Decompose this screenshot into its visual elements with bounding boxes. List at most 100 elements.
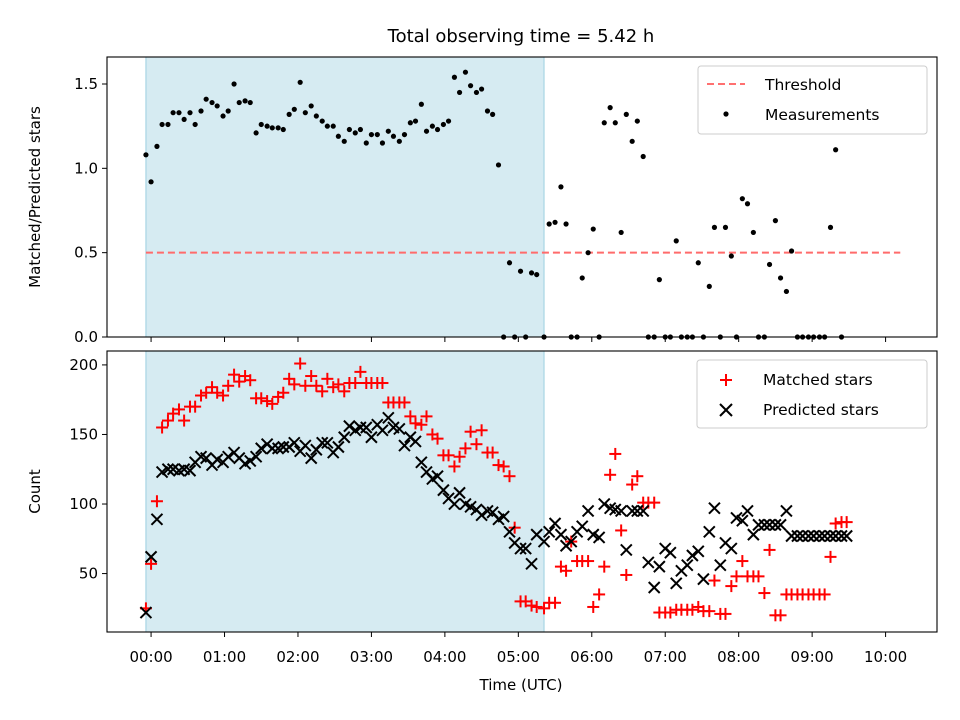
matched-point — [261, 395, 274, 408]
predicted-point — [752, 518, 765, 532]
predicted-point — [244, 454, 257, 468]
data-point — [275, 125, 281, 131]
data-point — [374, 131, 380, 138]
legend-measurements-label: Measurements — [765, 106, 880, 124]
data-point — [634, 118, 640, 124]
predicted-point — [802, 529, 815, 543]
matched-point — [172, 403, 185, 416]
data-point — [214, 103, 220, 109]
predicted-point — [620, 543, 633, 557]
predicted-point — [249, 450, 263, 463]
predicted-point — [255, 442, 268, 455]
matched-point — [758, 587, 771, 600]
data-point — [467, 83, 474, 89]
predicted-point — [614, 504, 628, 518]
matched-point — [321, 372, 334, 385]
data-point — [401, 131, 408, 138]
data-point — [434, 126, 441, 133]
matched-point — [442, 449, 455, 462]
x-tick-label: 10:00 — [864, 648, 907, 666]
predicted-point — [576, 520, 589, 533]
matched-point — [587, 600, 600, 613]
data-point — [695, 260, 701, 266]
predicted-point — [437, 483, 450, 497]
data-point — [456, 89, 463, 96]
data-point — [739, 196, 745, 202]
predicted-point — [519, 542, 532, 555]
ratio-panel-y-ticks: 0.0 0.5 1.0 1.5 — [74, 75, 107, 346]
data-point — [291, 106, 297, 112]
matched-point — [448, 460, 461, 473]
matched-point — [626, 478, 639, 491]
data-point — [528, 270, 535, 276]
predicted-point — [537, 535, 551, 548]
data-point — [280, 126, 286, 133]
matched-point — [150, 495, 163, 508]
predicted-point — [625, 504, 639, 518]
data-point — [484, 108, 491, 114]
predicted-point — [747, 528, 760, 541]
data-point — [258, 121, 264, 128]
data-point — [352, 130, 358, 136]
data-point — [165, 121, 171, 128]
predicted-point — [277, 440, 290, 454]
x-tick-label: 09:00 — [791, 648, 834, 666]
matched-point — [703, 605, 716, 618]
matched-point — [818, 588, 831, 601]
matched-point — [464, 425, 477, 438]
data-point — [286, 111, 292, 117]
data-point — [640, 153, 646, 160]
data-point — [187, 110, 193, 116]
predicted-point — [415, 456, 428, 469]
matched-point — [156, 421, 169, 434]
data-point — [357, 126, 364, 133]
y-tick-label: 200 — [69, 356, 98, 374]
matched-point — [824, 550, 837, 563]
matched-point — [648, 496, 661, 509]
ratio-panel-x-ticks — [150, 337, 887, 342]
ratio-y-axis-label: Matched/Predicted stars — [26, 106, 44, 288]
y-tick-label: 150 — [69, 425, 98, 443]
data-point — [546, 221, 552, 227]
data-point — [629, 138, 635, 144]
data-point — [462, 69, 469, 75]
ratio-panel: 0.0 0.5 1.0 1.5 Matched/Predicted stars Thr… — [26, 56, 938, 346]
predicted-point — [664, 546, 677, 559]
data-point — [744, 201, 751, 207]
predicted-point — [360, 421, 373, 434]
matched-point — [686, 603, 699, 616]
predicted-point — [774, 518, 787, 532]
count-series — [139, 357, 853, 622]
matched-point — [415, 418, 428, 431]
predicted-point — [697, 572, 710, 586]
predicted-point — [796, 529, 809, 543]
predicted-point — [144, 550, 158, 564]
predicted-point — [316, 436, 329, 450]
matched-point — [752, 570, 765, 583]
matched-point — [288, 378, 301, 391]
matched-point — [582, 555, 595, 568]
data-point — [788, 248, 795, 254]
predicted-point — [835, 529, 848, 543]
data-point — [607, 105, 613, 111]
data-point — [346, 126, 352, 133]
data-point — [330, 123, 336, 129]
x-tick-label: 04:00 — [423, 648, 466, 666]
matched-point — [206, 381, 219, 394]
matched-point — [763, 543, 776, 556]
predicted-point — [448, 497, 461, 511]
predicted-point — [758, 518, 771, 532]
data-point — [159, 121, 165, 128]
predicted-point — [221, 450, 235, 463]
data-point — [766, 261, 773, 268]
data-point — [220, 113, 226, 119]
shaded-observing-span — [145, 350, 545, 633]
data-point — [506, 260, 513, 266]
matched-point — [829, 517, 842, 530]
predicted-point — [542, 525, 556, 539]
matched-point — [593, 588, 606, 601]
predicted-point — [332, 440, 345, 454]
predicted-point — [653, 560, 666, 573]
predicted-point — [304, 451, 318, 465]
